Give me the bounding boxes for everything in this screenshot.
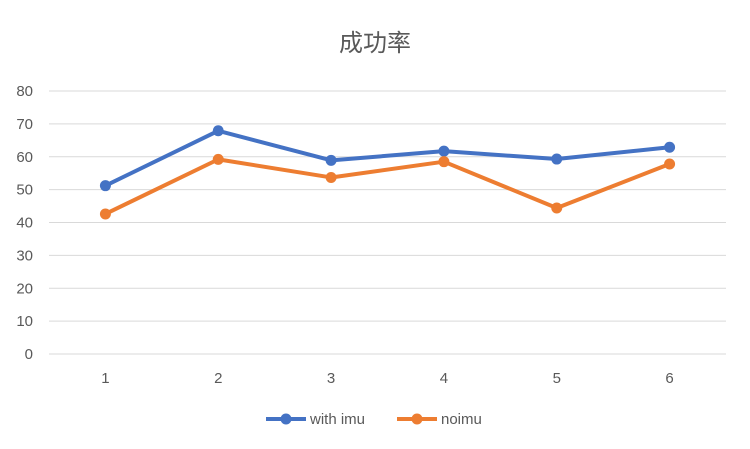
y-tick-label: 20 (16, 280, 33, 297)
data-point (664, 158, 676, 170)
data-point (438, 156, 450, 168)
x-axis-ticks: 1 2 3 4 5 6 (101, 370, 674, 387)
legend-item: noimu (397, 411, 482, 428)
data-point (325, 171, 337, 183)
data-point (99, 208, 111, 220)
legend-label: noimu (441, 411, 482, 428)
data-point (99, 180, 111, 192)
x-tick-label: 4 (440, 370, 448, 387)
x-tick-label: 3 (327, 370, 335, 387)
y-tick-label: 50 (16, 182, 33, 199)
y-tick-label: 30 (16, 247, 33, 264)
legend-label: with imu (309, 411, 365, 428)
x-tick-label: 6 (665, 370, 673, 387)
y-tick-label: 10 (16, 313, 33, 330)
y-tick-label: 70 (16, 116, 33, 133)
data-point (325, 154, 337, 166)
series-1 (99, 153, 676, 220)
series-0 (99, 125, 676, 192)
y-tick-label: 0 (25, 346, 33, 363)
data-point (438, 145, 450, 157)
y-tick-label: 60 (16, 149, 33, 166)
data-point (551, 153, 563, 165)
legend-item: with imu (266, 411, 365, 428)
data-point (212, 125, 224, 137)
legend-marker (411, 413, 423, 425)
series-lines (99, 125, 676, 220)
x-tick-label: 2 (214, 370, 222, 387)
x-tick-label: 5 (553, 370, 561, 387)
legend: with imu noimu (266, 411, 482, 428)
legend-marker (280, 413, 292, 425)
data-point (551, 202, 563, 214)
y-tick-label: 80 (16, 83, 33, 100)
series-line (103, 128, 672, 188)
y-axis-ticks: 0 10 20 30 40 50 60 70 80 (16, 83, 33, 363)
y-tick-label: 40 (16, 215, 33, 232)
chart-title: 成功率 (339, 29, 411, 57)
series-line (103, 157, 672, 216)
gridlines (49, 90, 726, 355)
data-point (664, 141, 676, 153)
x-tick-label: 1 (101, 370, 109, 387)
data-point (212, 153, 224, 165)
